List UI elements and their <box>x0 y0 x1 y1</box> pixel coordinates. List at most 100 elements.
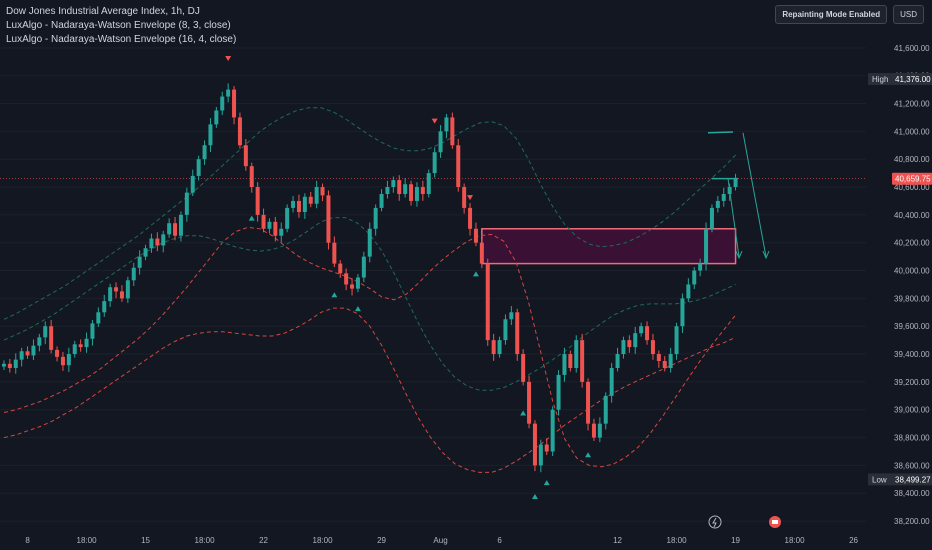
candle-body <box>184 192 189 215</box>
x-tick-label: 8 <box>25 536 30 545</box>
candle-body <box>173 223 178 236</box>
candle-body <box>249 166 254 188</box>
candle-body <box>645 326 650 341</box>
candle-body <box>385 187 390 194</box>
projection-arrow-lower <box>727 178 740 257</box>
x-tick-label: 15 <box>141 536 150 545</box>
candle-body <box>456 145 461 188</box>
x-tick-label: 26 <box>849 536 858 545</box>
y-tick-label: 40,000.00 <box>894 267 930 276</box>
candle-body <box>397 180 402 194</box>
y-tick-label: 39,600.00 <box>894 322 930 331</box>
buy-signal-marker <box>531 494 538 500</box>
candle-body <box>338 263 343 274</box>
candle-body <box>326 195 331 243</box>
arrowhead <box>735 250 743 260</box>
candle-body <box>296 200 301 213</box>
candle-body <box>674 326 679 355</box>
high-tag-label: High <box>872 75 888 84</box>
candle-body <box>733 178 738 188</box>
event-flag-inner <box>772 520 778 524</box>
candle-body <box>279 228 284 236</box>
candle-body <box>473 228 478 243</box>
x-tick-label: 18:00 <box>785 536 806 545</box>
repainting-mode-badge[interactable]: Repainting Mode Enabled <box>775 5 888 24</box>
candle-body <box>60 356 65 366</box>
x-tick-label: 6 <box>497 536 502 545</box>
candle-body <box>656 354 661 362</box>
candle-body <box>686 284 691 299</box>
candle-body <box>161 234 166 246</box>
projection-arrow-upper <box>742 132 767 257</box>
candle-body <box>556 374 561 410</box>
candle-body <box>273 221 278 236</box>
candle-body <box>350 284 355 289</box>
candle-body <box>709 207 714 229</box>
candle-body <box>650 340 655 355</box>
y-tick-label: 40,400.00 <box>894 211 930 220</box>
candle-body <box>609 367 614 396</box>
candle-body <box>591 423 596 438</box>
candle-body <box>597 423 602 438</box>
candle-body <box>137 256 142 268</box>
buy-signal-marker <box>331 292 338 298</box>
candlestick-series <box>1 83 738 473</box>
candle-body <box>55 349 60 357</box>
candle-body <box>285 207 290 229</box>
x-tick-label: Aug <box>433 536 447 545</box>
candle-body <box>96 312 101 324</box>
last-price-tag-value-bg <box>892 172 932 185</box>
candle-body <box>31 345 36 356</box>
candle-body <box>373 207 378 229</box>
candle-body <box>308 196 313 204</box>
envelope-bands <box>3 107 736 473</box>
candle-body <box>243 145 248 167</box>
y-tick-label: 39,000.00 <box>894 406 930 415</box>
buy-signal-marker <box>248 215 255 221</box>
signal-markers <box>225 55 592 500</box>
supply-demand-zone <box>481 228 737 265</box>
candle-body <box>521 354 526 382</box>
y-tick-label: 41,200.00 <box>894 100 930 109</box>
candle-body <box>344 273 349 285</box>
candle-body <box>102 301 107 313</box>
lower-band-16-4 <box>3 307 736 473</box>
candle-body <box>72 344 77 355</box>
candle-body <box>468 207 473 229</box>
price-tags: High 41,376.00 Low 38,499.27 40,659.75 <box>868 73 932 486</box>
candle-body <box>568 354 573 368</box>
candle-body <box>267 221 272 229</box>
candle-body <box>450 117 455 146</box>
candle-body <box>662 361 667 368</box>
candle-body <box>615 354 620 368</box>
candle-body <box>627 340 632 348</box>
price-axis: 41,600.0041,400.0041,200.0041,000.0040,8… <box>894 44 930 526</box>
candle-body <box>78 344 83 348</box>
upper-band-16-4 <box>3 217 736 391</box>
indicator-1-label[interactable]: LuxAlgo - Nadaraya-Watson Envelope (8, 3… <box>6 20 231 31</box>
candle-body <box>314 187 319 204</box>
buy-signal-marker <box>585 452 592 458</box>
candle-body <box>462 187 467 208</box>
candle-body <box>108 287 113 302</box>
low-tag-value: 38,499.27 <box>895 475 931 484</box>
y-tick-label: 40,800.00 <box>894 155 930 164</box>
candle-body <box>149 238 154 249</box>
candle-body <box>580 340 585 382</box>
candle-body <box>621 340 626 355</box>
candle-body <box>680 298 685 327</box>
candle-body <box>692 270 697 285</box>
chart-title: Dow Jones Industrial Average Index, 1h, … <box>6 6 200 17</box>
indicator-2-label[interactable]: LuxAlgo - Nadaraya-Watson Envelope (16, … <box>6 34 237 45</box>
candle-body <box>37 337 42 346</box>
candle-body <box>438 131 443 153</box>
x-tick-label: 18:00 <box>667 536 688 545</box>
candle-body <box>167 223 172 235</box>
candle-body <box>125 280 130 299</box>
candle-body <box>420 187 425 194</box>
projection-arrows <box>707 131 770 260</box>
candle-body <box>391 180 396 188</box>
currency-button[interactable]: USD <box>893 5 924 24</box>
candle-body <box>379 193 384 208</box>
